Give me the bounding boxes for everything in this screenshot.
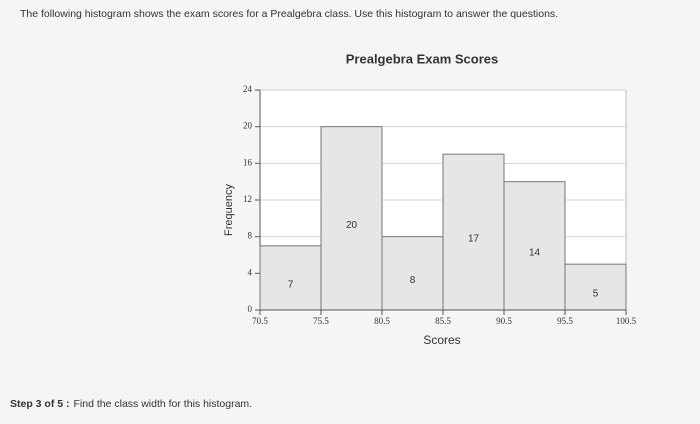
bar <box>259 245 322 311</box>
bar-value-label: 7 <box>288 280 294 291</box>
chart-title: Prealgebra Exam Scores <box>346 51 498 66</box>
y-axis-label: Frequency <box>223 184 235 236</box>
bar-value-label: 14 <box>529 247 541 258</box>
y-tick-label: 0 <box>248 304 253 314</box>
y-tick-label: 20 <box>243 121 253 131</box>
step-text: Find the class width for this histogram. <box>73 398 253 410</box>
step-label: Step 3 of 5 : <box>10 398 70 410</box>
x-tick-label: 80.5 <box>374 316 390 326</box>
x-axis-label: Scores <box>423 333 460 347</box>
question-text: The following histogram shows the exam s… <box>20 8 559 20</box>
x-tick-label: 70.5 <box>252 316 268 326</box>
bar <box>320 126 383 311</box>
step-instruction: Step 3 of 5 : Find the class width for th… <box>10 398 252 410</box>
bar <box>564 263 627 311</box>
y-tick-label: 12 <box>243 194 252 204</box>
y-tick-label: 24 <box>243 84 253 94</box>
bar-value-label: 5 <box>593 289 599 300</box>
y-tick-label: 16 <box>243 157 253 167</box>
x-tick-label: 85.5 <box>435 316 451 326</box>
y-tick-label: 4 <box>248 267 253 277</box>
x-tick-label: 95.5 <box>557 316 573 326</box>
x-tick-label: 90.5 <box>496 316 512 326</box>
bar <box>381 236 444 311</box>
bar <box>503 181 566 311</box>
bar-value-label: 17 <box>468 234 480 245</box>
x-tick-label: 100.5 <box>616 316 637 326</box>
x-tick-label: 75.5 <box>313 316 329 326</box>
y-tick-label: 8 <box>248 231 253 241</box>
bar <box>442 153 505 311</box>
bar-value-label: 20 <box>346 220 358 231</box>
bar-value-label: 8 <box>410 275 416 286</box>
